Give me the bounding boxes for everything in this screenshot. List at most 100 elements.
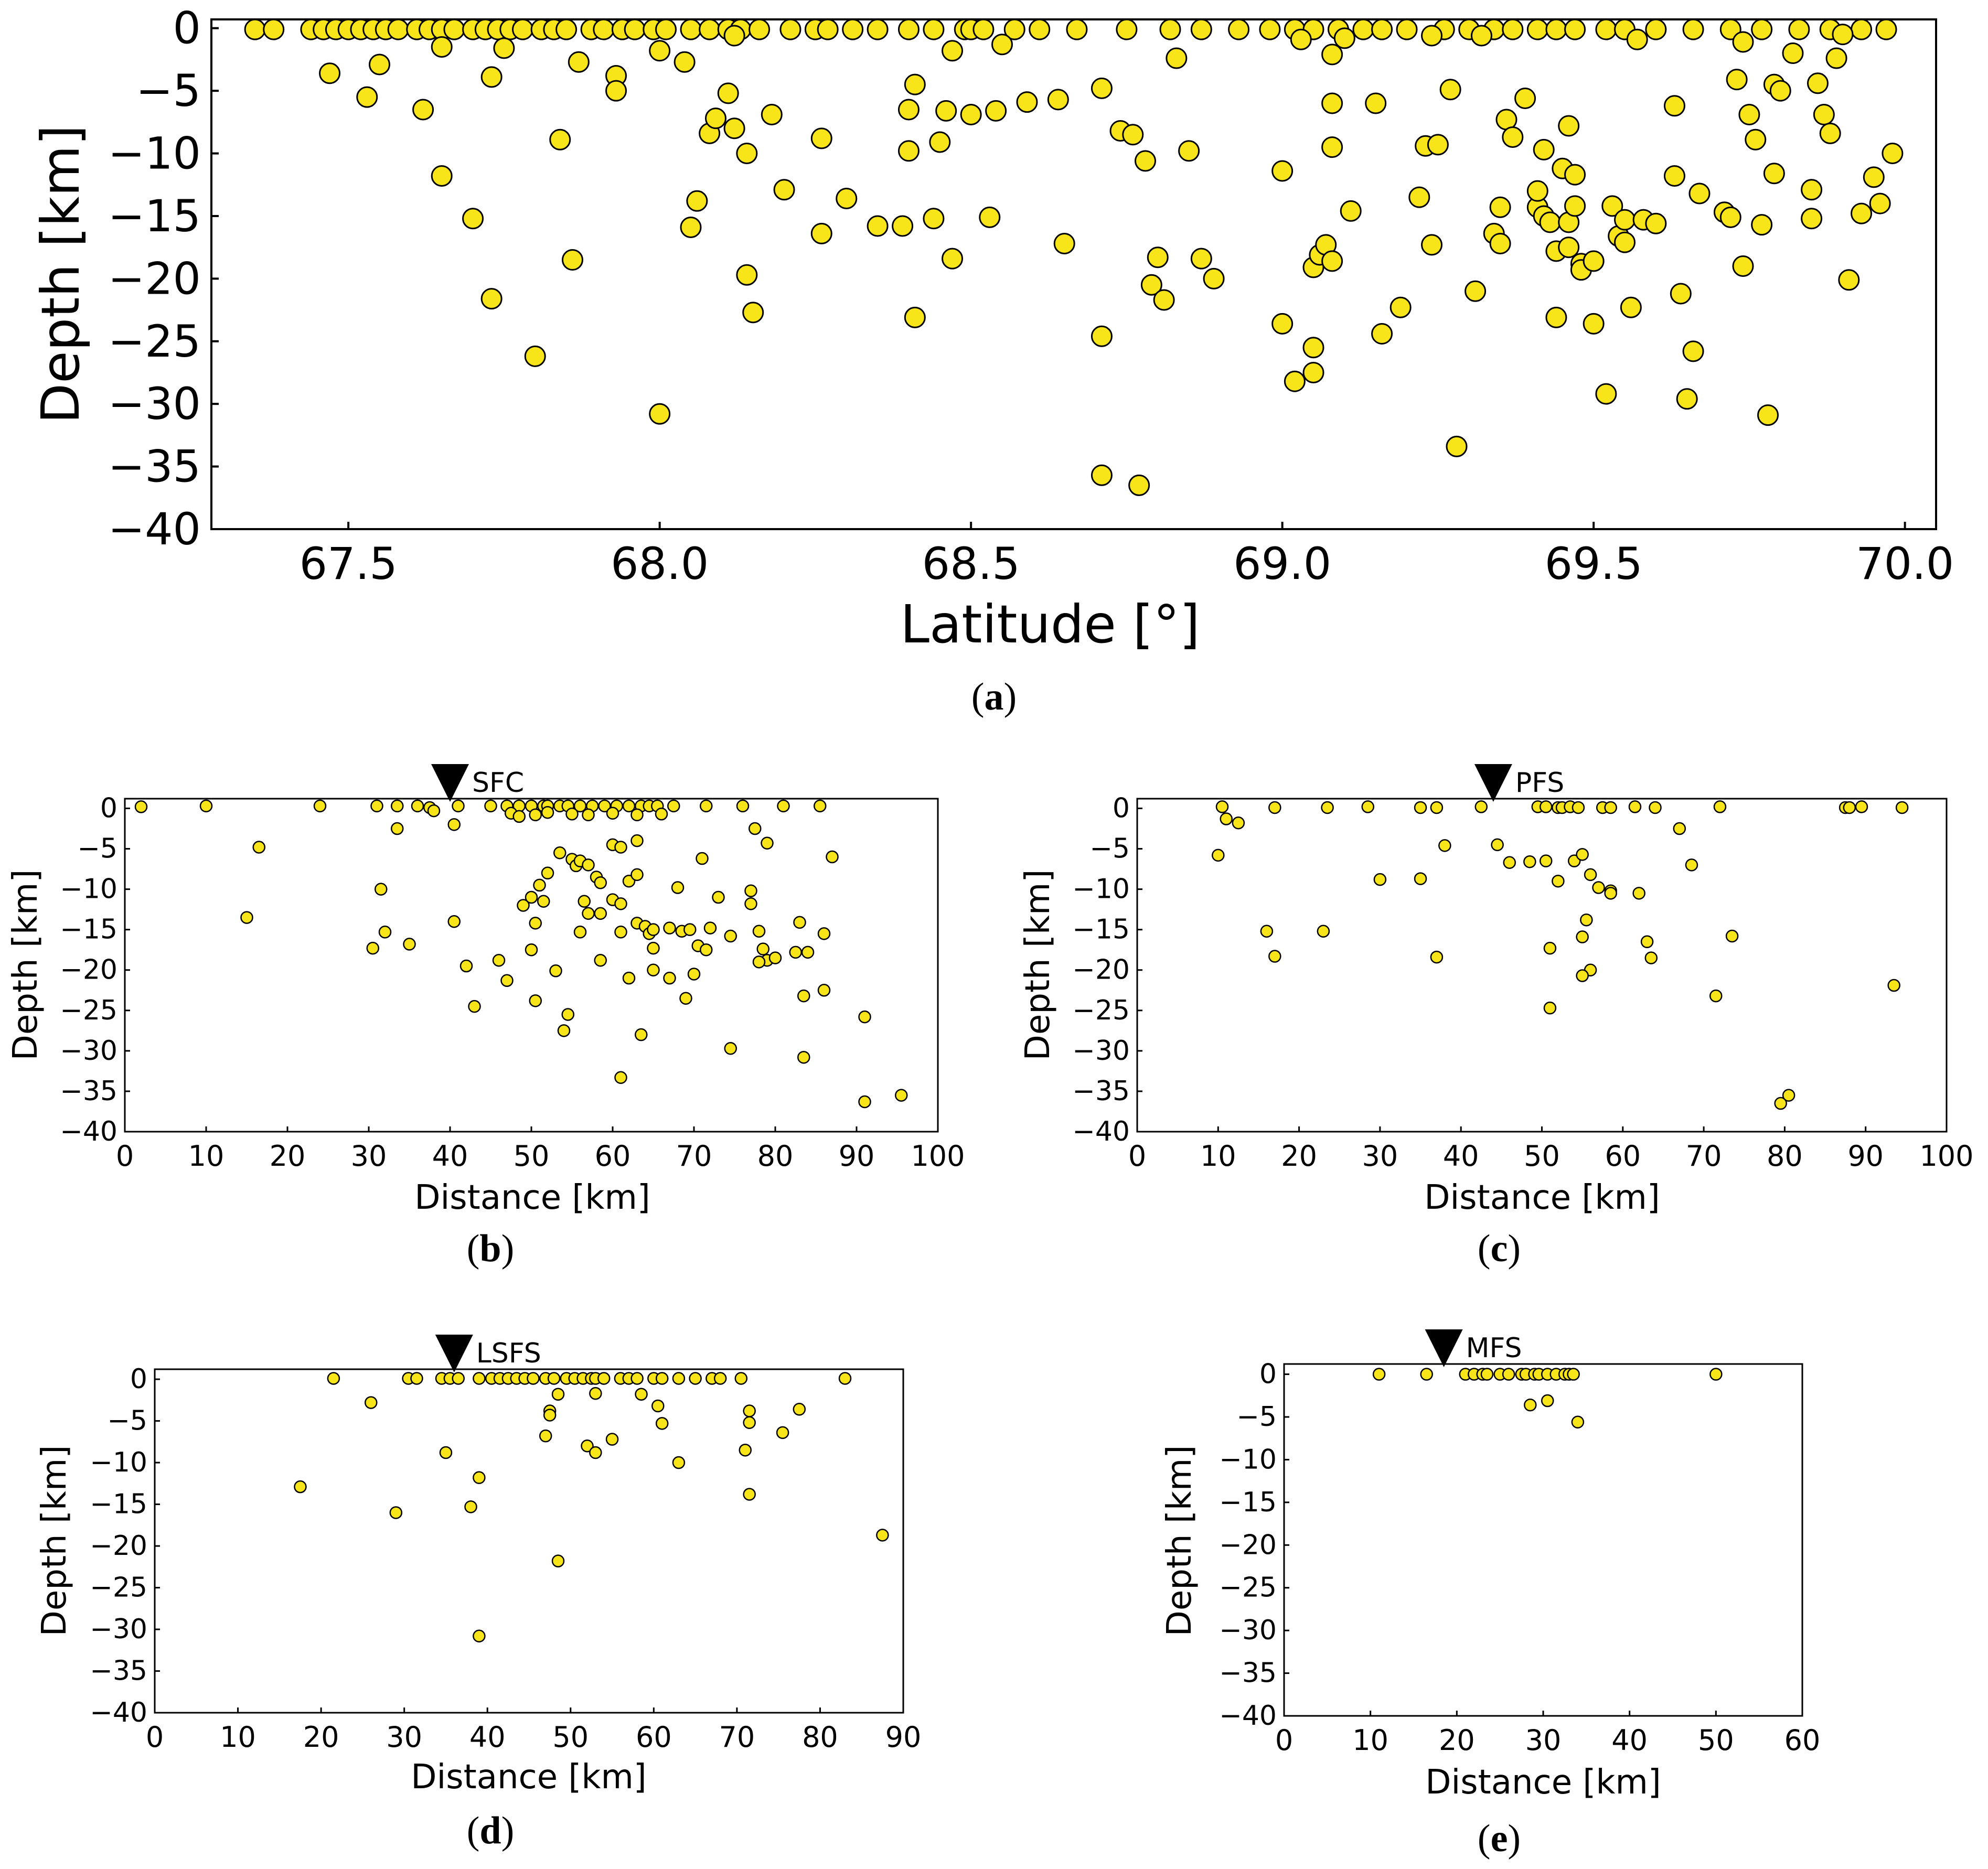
y-tick-label: −30 xyxy=(108,378,201,429)
y-tick-label: −35 xyxy=(1072,1076,1130,1107)
earthquake-point xyxy=(904,306,926,328)
x-tick-label: 60 xyxy=(595,1140,631,1173)
y-tick-label: −40 xyxy=(60,1116,117,1147)
plot-frame xyxy=(154,1368,904,1714)
earthquake-point xyxy=(561,249,583,271)
earthquake-point xyxy=(743,1404,756,1417)
station-label: MFS xyxy=(1466,1333,1522,1364)
earthquake-point xyxy=(484,799,497,813)
earthquake-point xyxy=(555,18,578,40)
earthquake-point xyxy=(683,923,697,936)
y-axis-label: Depth [km] xyxy=(1160,1445,1199,1637)
earthquake-point xyxy=(686,190,708,212)
earthquake-point xyxy=(895,1089,908,1102)
earthquake-point xyxy=(1709,989,1723,1003)
earthquake-point xyxy=(836,188,858,210)
earthquake-point xyxy=(624,18,646,40)
earthquake-point xyxy=(473,1471,486,1484)
earthquake-point xyxy=(1414,801,1427,814)
earthquake-point xyxy=(553,846,567,860)
y-tick-label: 0 xyxy=(1113,792,1130,824)
earthquake-point xyxy=(1895,801,1909,814)
earthquake-point xyxy=(724,929,737,943)
earthquake-point xyxy=(551,1388,565,1401)
y-axis-label: Depth [km] xyxy=(6,869,45,1061)
earthquake-point xyxy=(1147,246,1169,268)
earthquake-point xyxy=(736,143,758,165)
earthquake-point xyxy=(749,822,762,835)
earthquake-point xyxy=(1843,801,1856,814)
earthquake-point xyxy=(1122,124,1144,146)
x-axis-ticks: 67.5 68.0 68.5 69.0 69.5 70.0 xyxy=(300,522,1954,589)
y-tick-label: 0 xyxy=(130,1363,147,1395)
y-tick-label: −5 xyxy=(107,1405,147,1437)
station-triangle-icon xyxy=(435,1335,473,1372)
earthquake-point xyxy=(960,104,982,126)
earthquake-point xyxy=(391,799,404,813)
earthquake-point xyxy=(1408,186,1430,208)
earthquake-point xyxy=(493,37,515,59)
earthquake-point xyxy=(1751,18,1773,40)
earthquake-point xyxy=(704,108,726,130)
x-tick-label: 90 xyxy=(839,1140,875,1173)
x-axis-ticks: 0 10 20 30 40 50 60 xyxy=(1275,1711,1820,1757)
earthquake-point xyxy=(539,1429,552,1443)
earthquake-point xyxy=(1782,1089,1795,1102)
earthquake-point xyxy=(541,805,554,819)
earthquake-point xyxy=(929,131,951,153)
earthquake-point xyxy=(594,954,607,967)
y-tick-label: −20 xyxy=(60,954,117,986)
earthquake-point xyxy=(614,897,627,910)
x-tick-label: 50 xyxy=(552,1721,589,1754)
earthquake-point xyxy=(1851,202,1873,224)
y-tick-label: −30 xyxy=(1219,1615,1277,1646)
panel-label: (c) xyxy=(1478,1227,1521,1270)
data-points xyxy=(244,18,1904,496)
earthquake-point xyxy=(1564,18,1586,40)
y-tick-label: −30 xyxy=(90,1614,147,1645)
x-tick-label: 30 xyxy=(351,1140,387,1173)
earthquake-point xyxy=(1745,128,1767,151)
earthquake-point xyxy=(480,66,503,88)
earthquake-point xyxy=(327,1372,340,1385)
earthquake-point xyxy=(1317,925,1330,938)
y-tick-label: −20 xyxy=(1219,1529,1277,1561)
earthquake-point xyxy=(647,963,660,976)
earthquake-point xyxy=(655,1372,669,1385)
earthquake-point xyxy=(134,800,148,813)
earthquake-point xyxy=(1371,18,1393,40)
y-tick-label: −10 xyxy=(1219,1444,1277,1475)
earthquake-point xyxy=(700,799,713,813)
earthquake-point xyxy=(671,881,685,894)
earthquake-point xyxy=(630,1372,644,1385)
earthquake-point xyxy=(1284,370,1306,392)
earthquake-point xyxy=(942,40,964,62)
earthquake-point xyxy=(447,818,461,831)
x-tick-label: 30 xyxy=(1362,1140,1398,1173)
y-tick-label: −5 xyxy=(1089,833,1130,865)
earthquake-point xyxy=(313,799,327,813)
earthquake-point xyxy=(1851,18,1873,40)
y-tick-label: −35 xyxy=(108,441,201,492)
earthquake-point xyxy=(761,836,774,850)
earthquake-point xyxy=(594,907,607,920)
earthquake-point xyxy=(680,18,702,40)
earthquake-point xyxy=(923,18,945,40)
earthquake-point xyxy=(1321,44,1343,66)
earthquake-point xyxy=(1212,848,1225,862)
x-tick-label: 68.0 xyxy=(611,538,709,589)
earthquake-point xyxy=(1732,255,1754,277)
earthquake-point xyxy=(724,1042,737,1055)
x-tick-label: 69.5 xyxy=(1545,538,1643,589)
earthquake-point xyxy=(1523,855,1536,868)
earthquake-point xyxy=(858,1095,871,1109)
earthquake-point xyxy=(749,18,771,40)
y-axis-ticks: 0 −5 −10 −15 −20 −25 −30 −35 −40 xyxy=(108,3,219,555)
x-axis-label: Distance [km] xyxy=(1425,1763,1661,1802)
earthquake-point xyxy=(1053,232,1075,254)
y-tick-label: −5 xyxy=(77,833,117,865)
earthquake-point xyxy=(1489,232,1511,254)
x-tick-label: 20 xyxy=(1439,1724,1475,1757)
earthquake-point xyxy=(942,248,964,270)
earthquake-point xyxy=(744,884,757,897)
